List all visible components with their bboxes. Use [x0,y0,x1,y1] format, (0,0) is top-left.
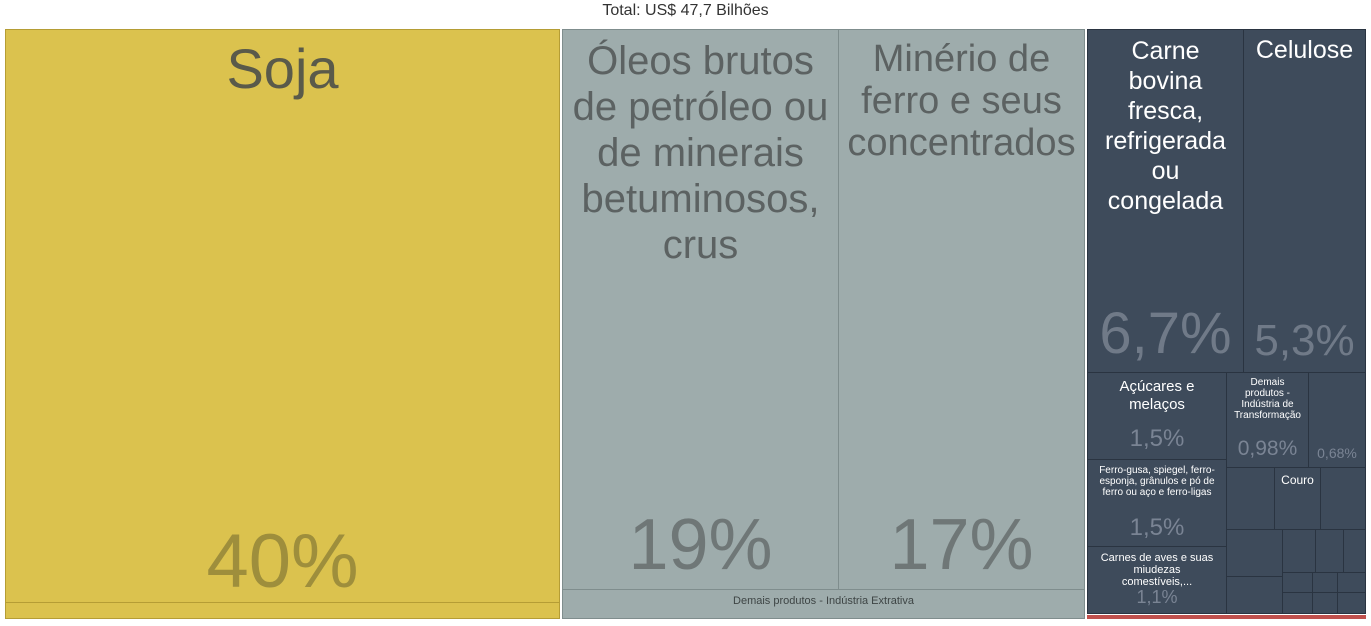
tile-minerio-de-ferro[interactable]: Minério de ferro e seus concentrados 17% [838,29,1085,590]
tile-label: Carne bovina fresca, refrigerada ou cong… [1105,37,1226,215]
tile-carne-bovina[interactable]: Carne bovina fresca, refrigerada ou cong… [1087,29,1244,373]
tile-unlabeled-8[interactable] [1282,572,1313,593]
tile-unlabeled-10[interactable] [1337,572,1366,593]
tile-label: Couro [1281,473,1314,487]
tile-unlabeled-9[interactable] [1312,572,1338,593]
tile-soja[interactable]: Soja 40% [5,29,560,619]
tile-percentage: 5,3% [1254,316,1355,365]
tile-unlabeled-6[interactable] [1343,529,1366,573]
tile-percentage: 1,5% [1129,514,1185,541]
tile-unlabeled-3[interactable] [1226,529,1283,577]
tile-label: Demais produtos - Indústria Extrativa [733,595,914,607]
tile-percentage: 17% [889,505,1034,585]
tile-label: Demais produtos - Indústria de Transform… [1234,377,1301,421]
tile-label: Carnes de aves e suas miudezas comestíve… [1100,552,1214,588]
tile-celulose[interactable]: Celulose 5,3% [1243,29,1366,373]
tile-unlabeled-13[interactable] [1337,592,1366,614]
tile-unlabeled-12[interactable] [1312,592,1338,614]
tile-couro[interactable]: Couro [1274,467,1321,530]
tile-demais-extrativa[interactable]: Demais produtos - Indústria Extrativa [562,589,1085,619]
tile-unlabeled-11[interactable] [1282,592,1313,614]
tile-label: Óleos brutos de petróleo ou de minerais … [572,39,829,267]
tile-percentage: 1,5% [1129,425,1185,452]
tile-demais-transformacao[interactable]: Demais produtos - Indústria de Transform… [1226,372,1309,468]
tile-ferro-gusa[interactable]: Ferro-gusa, spiegel, ferro-esponja, grân… [1087,459,1227,547]
tile-label: Ferro-gusa, spiegel, ferro-esponja, grân… [1099,465,1215,498]
tile-percentage: 40% [206,519,359,604]
tile-acucares[interactable]: Açúcares e melaços 1,5% [1087,372,1227,460]
tile-percentage: 19% [628,505,773,585]
tile-percentage: 6,7% [1099,301,1232,366]
tile-divider [6,602,559,603]
tile-label: Celulose [1255,36,1354,64]
tile-carnes-de-aves[interactable]: Carnes de aves e suas miudezas comestíve… [1087,546,1227,614]
tile-percentage: 0,68% [1317,445,1357,461]
tile-label: Minério de ferro e seus concentrados [847,38,1076,164]
tile-unlabeled-1[interactable] [1226,467,1275,530]
tile-percentage: 0,98% [1237,437,1298,460]
tile-068[interactable]: 0,68% [1308,372,1366,468]
tile-unlabeled-7[interactable] [1226,576,1283,614]
tile-label: Açúcares e melaços [1119,378,1195,413]
tile-oleos-brutos[interactable]: Óleos brutos de petróleo ou de minerais … [562,29,839,590]
tile-outros[interactable] [1087,615,1366,619]
tile-unlabeled-4[interactable] [1282,529,1316,573]
tile-label: Soja [226,37,339,100]
tile-unlabeled-2[interactable] [1320,467,1366,530]
tile-unlabeled-5[interactable] [1315,529,1344,573]
tile-percentage: 1,1% [1136,587,1178,607]
chart-total-title: Total: US$ 47,7 Bilhões [602,2,769,19]
